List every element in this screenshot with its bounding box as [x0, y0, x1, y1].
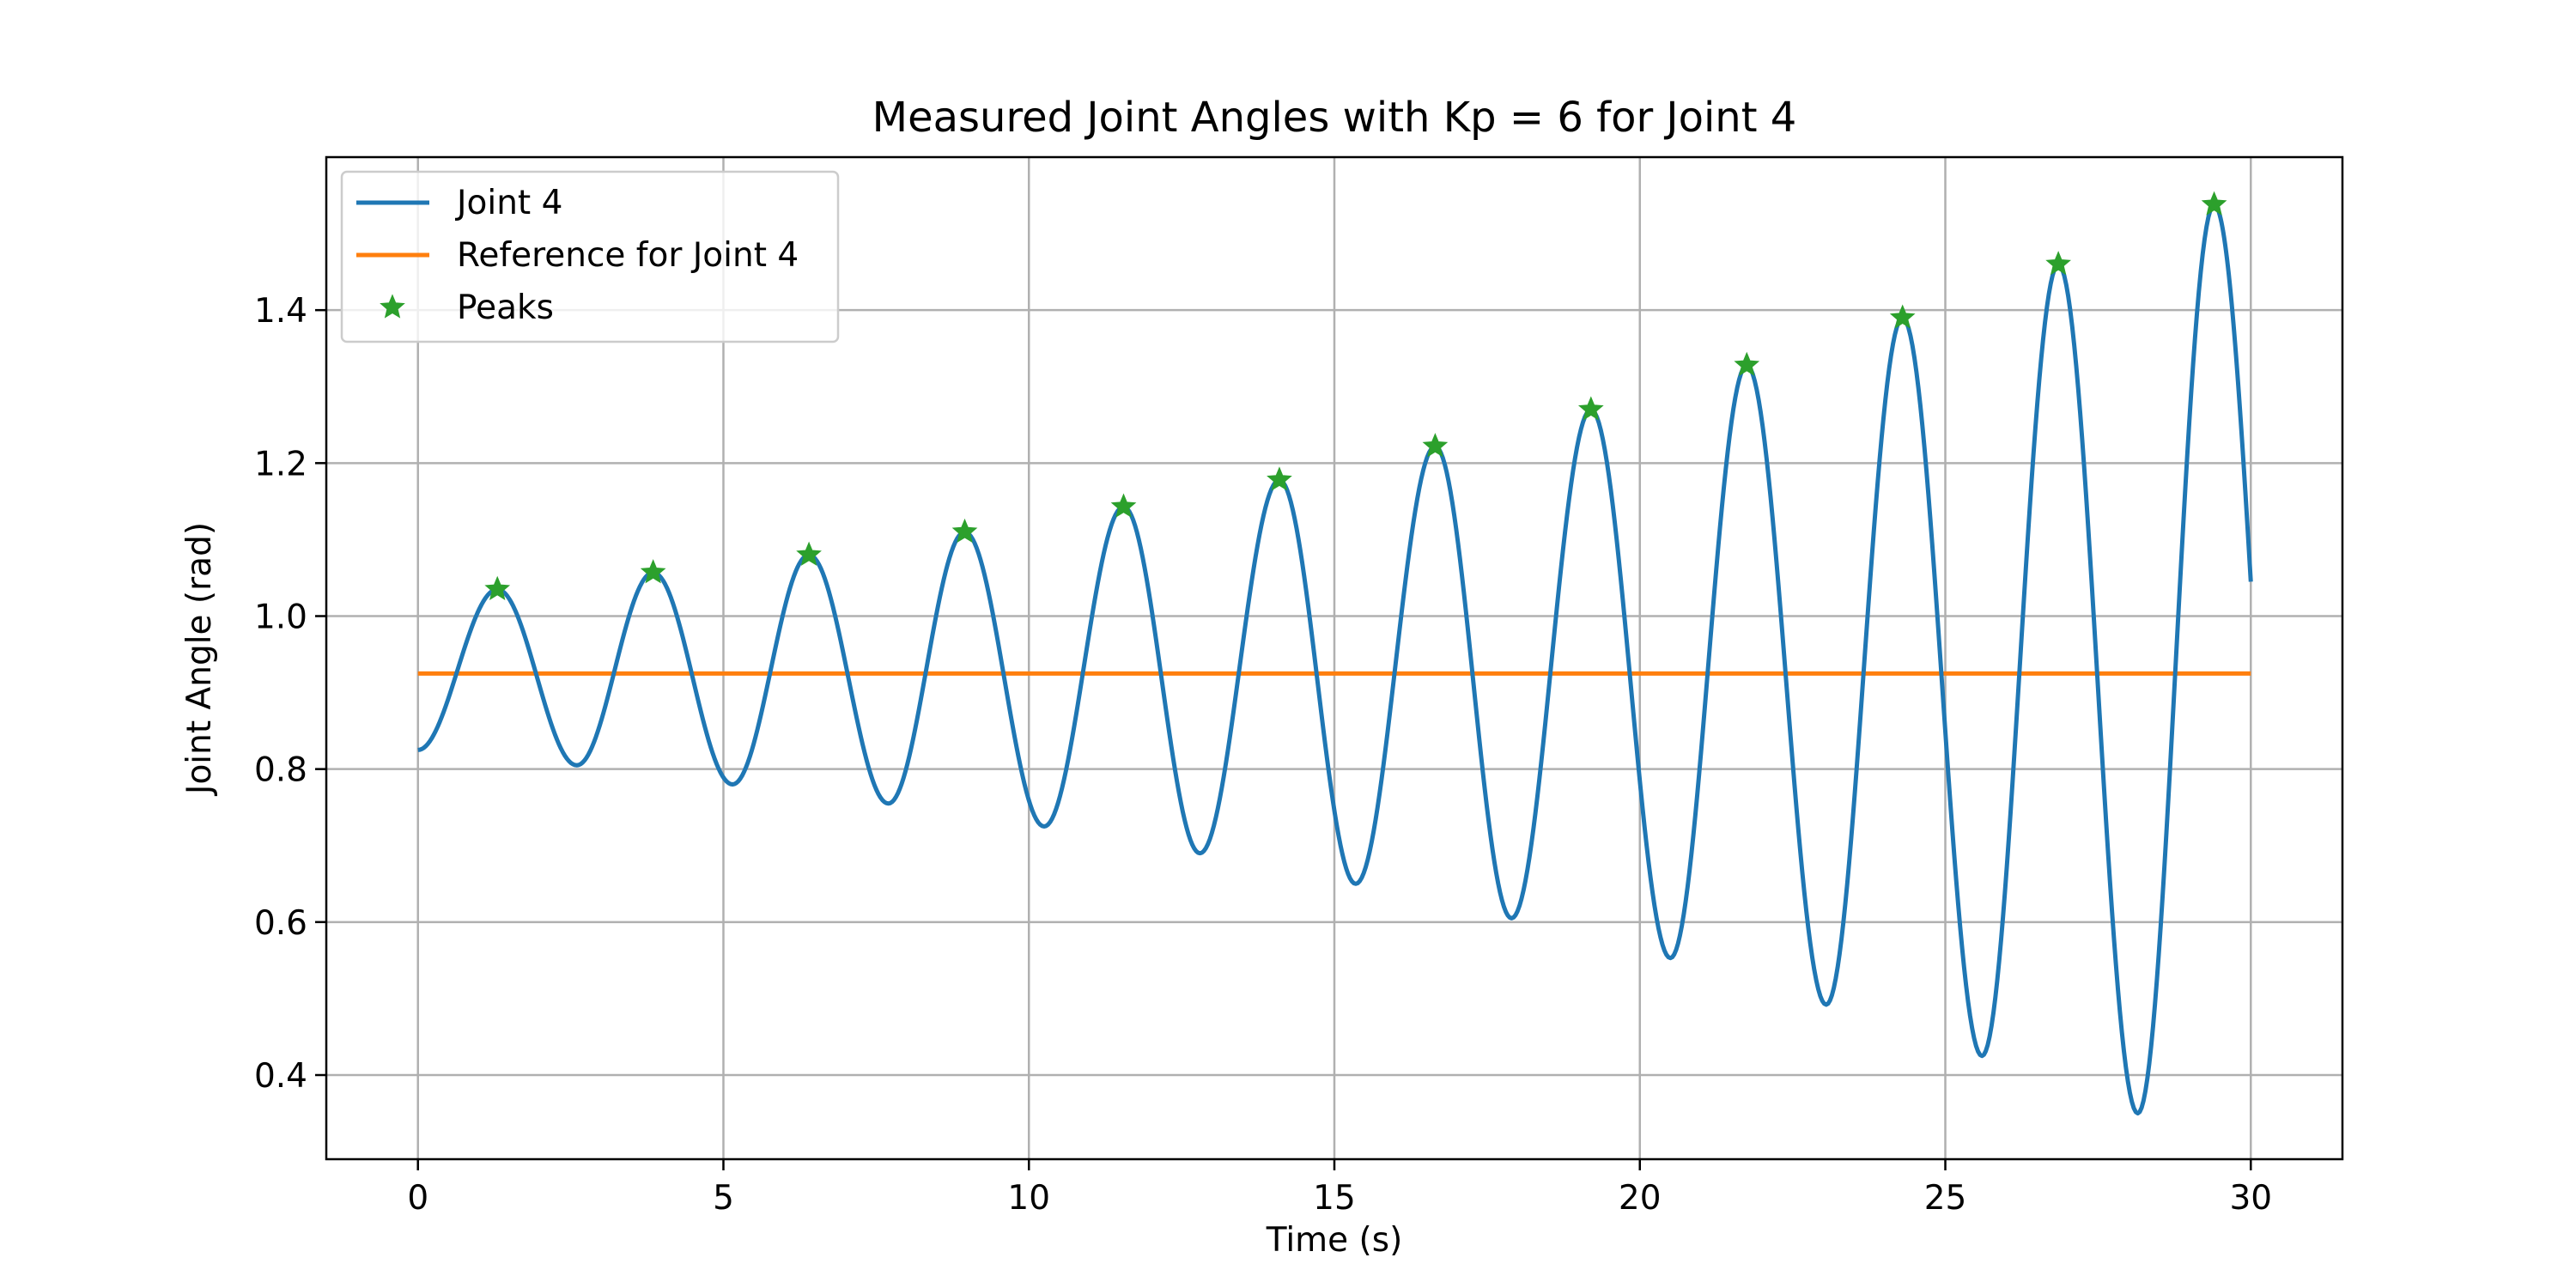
peak-marker: [2201, 191, 2227, 216]
tick-layer: 0 5 10 15 20 25 30 0.4 0.6 0.8 1.0 1.2 1.4: [254, 292, 2272, 1218]
grid-layer: [326, 157, 2342, 1159]
peak-marker: [1577, 396, 1604, 421]
y-tick-label: 0.8: [254, 751, 307, 790]
legend-label-reference: Reference for Joint 4: [457, 236, 799, 275]
peak-marker: [640, 559, 666, 584]
x-axis-label: Time (s): [1266, 1221, 1403, 1260]
y-tick-label: 1.2: [254, 445, 307, 483]
peak-marker: [951, 518, 978, 544]
peak-marker: [1110, 493, 1137, 518]
chart-title: Measured Joint Angles with Kp = 6 for Jo…: [872, 94, 1797, 142]
peak-marker: [1734, 351, 1760, 376]
x-tick-label: 25: [1924, 1179, 1967, 1218]
x-tick-label: 20: [1619, 1179, 1662, 1218]
y-tick-label: 1.4: [254, 292, 307, 331]
peak-marker: [1267, 466, 1292, 491]
x-tick-label: 10: [1007, 1179, 1050, 1218]
x-tick-label: 0: [407, 1179, 428, 1218]
joint-line: [417, 202, 2253, 1116]
peak-marker: [796, 541, 822, 566]
legend-label-joint: Joint 4: [454, 184, 562, 222]
y-tick-label: 0.4: [254, 1057, 307, 1096]
legend: Joint 4 Reference for Joint 4 Peaks: [340, 170, 840, 343]
peak-marker: [1889, 304, 1916, 329]
y-axis-label: Joint Angle (rad): [180, 522, 219, 797]
legend-swatch-peaks: [380, 294, 405, 319]
legend-label-peaks: Peaks: [457, 289, 554, 327]
x-tick-label: 15: [1313, 1179, 1356, 1218]
legend-box: [340, 170, 840, 343]
peak-marker: [484, 575, 511, 600]
x-tick-label: 5: [713, 1179, 734, 1218]
peak-marker: [1422, 433, 1449, 458]
data-layer: [417, 191, 2253, 1116]
y-tick-label: 1.0: [254, 598, 307, 637]
y-tick-label: 0.6: [254, 904, 307, 943]
peak-marker: [2045, 251, 2071, 276]
x-tick-label: 30: [2229, 1179, 2272, 1218]
